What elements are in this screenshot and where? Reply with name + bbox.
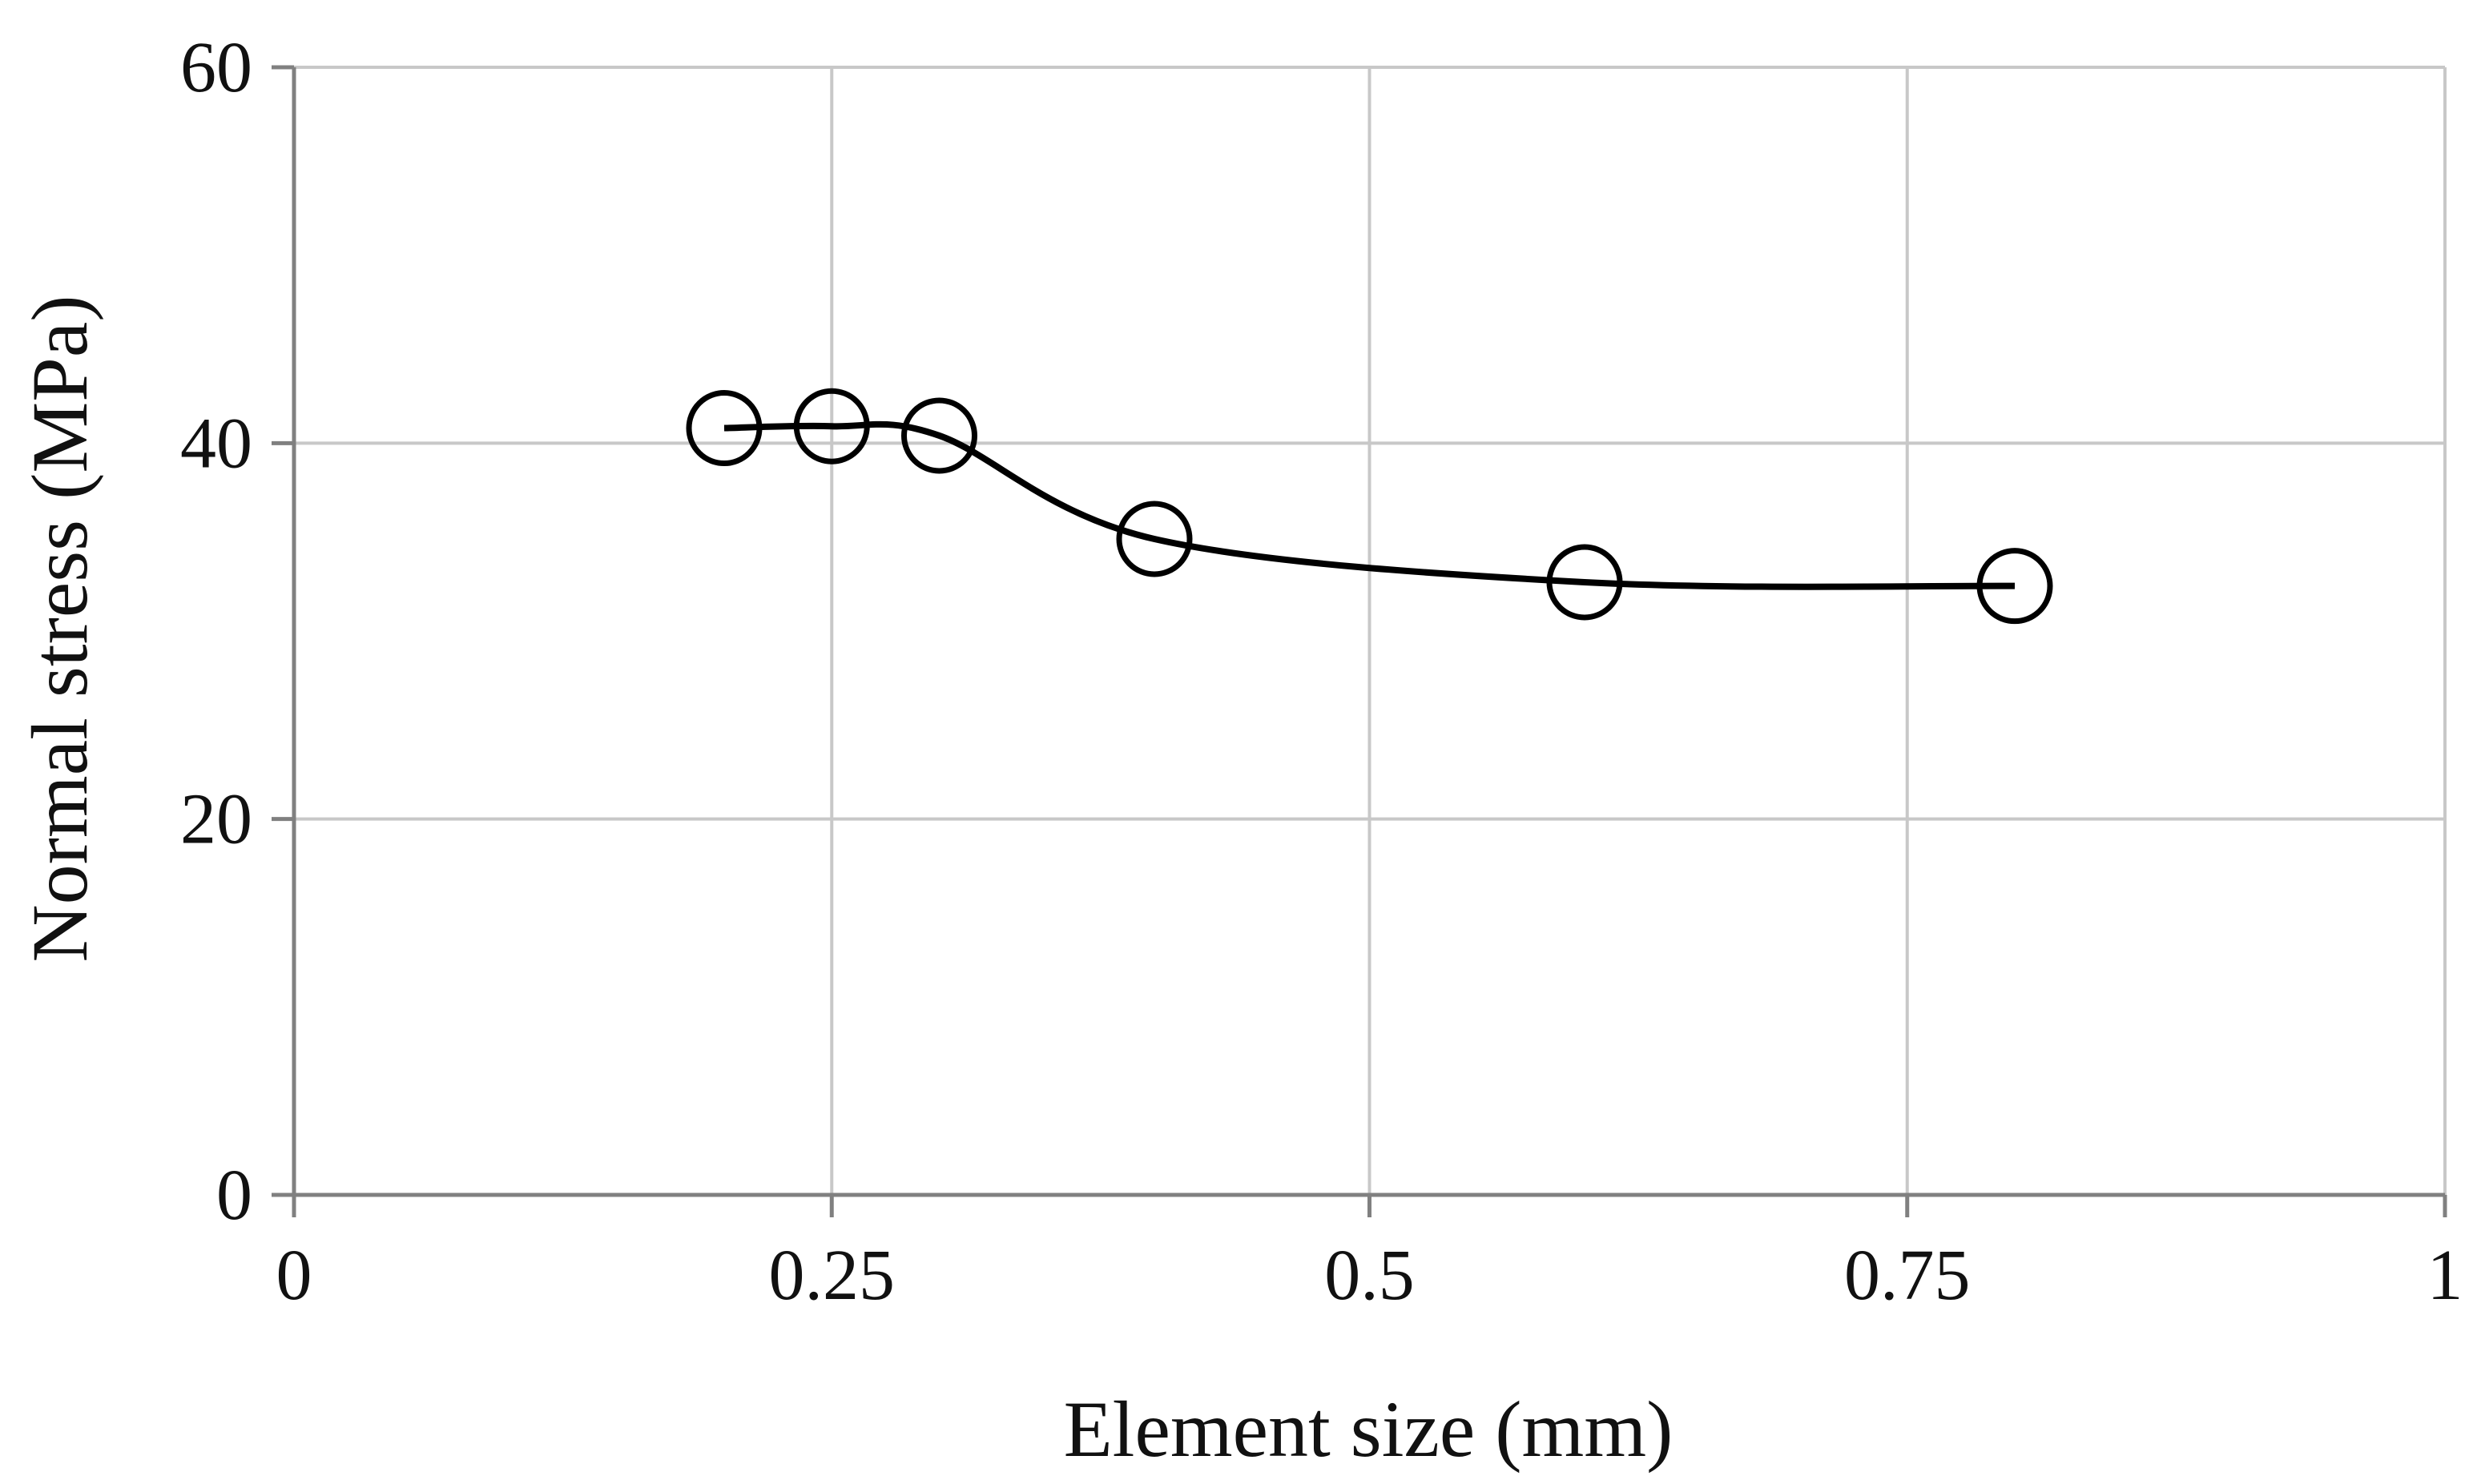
x-tick-label: 1 (2427, 1236, 2463, 1315)
x-axis-title: Element size (mm) (1064, 1385, 1674, 1474)
axis-layer (272, 65, 2447, 1217)
x-tick-label: 0 (276, 1236, 312, 1315)
series-layer (686, 388, 2053, 625)
y-tick-label: 40 (180, 404, 252, 483)
data-point-marker (901, 397, 977, 474)
x-tick-label: 0.75 (1844, 1236, 1971, 1315)
y-tick-label: 0 (216, 1156, 252, 1235)
y-tick-label: 20 (180, 780, 252, 859)
grid-layer (294, 66, 2447, 1195)
data-point-marker (1546, 544, 1623, 621)
y-axis-title: Normal stress (MPa) (15, 295, 104, 962)
x-tick-label: 0.25 (769, 1236, 896, 1315)
label-layer: Element size (mm) Normal stress (MPa) 0 2… (15, 28, 2463, 1474)
data-point-marker (686, 390, 763, 467)
y-tick-label: 60 (180, 28, 252, 107)
data-point-marker (793, 388, 870, 465)
series-line (723, 420, 2016, 590)
data-point-marker (1976, 548, 2053, 625)
x-tick-label: 0.5 (1324, 1236, 1415, 1315)
data-point-marker (1116, 501, 1193, 577)
